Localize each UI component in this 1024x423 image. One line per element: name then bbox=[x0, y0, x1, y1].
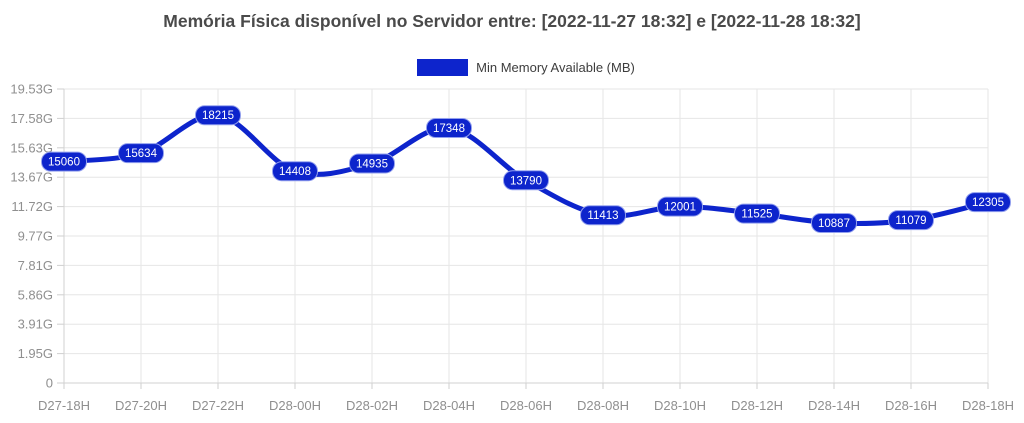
x-tick-label: D28-14H bbox=[808, 398, 860, 413]
point-label: 13790 bbox=[510, 175, 542, 187]
point-label-box bbox=[657, 196, 703, 217]
y-tick-label: 1.95G bbox=[18, 346, 53, 361]
point-label: 15060 bbox=[48, 157, 80, 169]
point-label-box bbox=[734, 203, 780, 224]
point-label: 14935 bbox=[356, 158, 388, 170]
point-label-box bbox=[118, 143, 164, 164]
y-tick-label: 13.67G bbox=[10, 170, 53, 185]
y-tick-label: 15.63G bbox=[10, 140, 53, 155]
point-label: 18215 bbox=[202, 110, 234, 122]
x-tick-label: D27-20H bbox=[115, 398, 167, 413]
point-label: 11413 bbox=[587, 210, 618, 222]
point-label-box bbox=[41, 151, 87, 172]
y-tick-label: 11.72G bbox=[11, 199, 53, 214]
legend-swatch bbox=[417, 59, 469, 76]
legend: Min Memory Available (MB) bbox=[64, 59, 988, 76]
legend-label: Min Memory Available (MB) bbox=[476, 60, 635, 75]
point-label: 17348 bbox=[433, 123, 465, 135]
point-label: 14408 bbox=[279, 166, 311, 178]
point-label-box bbox=[503, 170, 549, 191]
x-tick-label: D27-18H bbox=[38, 398, 90, 413]
x-tick-label: D28-16H bbox=[885, 398, 937, 413]
point-label: 11525 bbox=[741, 209, 772, 221]
y-tick-label: 5.86G bbox=[18, 287, 53, 302]
x-tick-label: D28-08H bbox=[577, 398, 629, 413]
point-label: 10887 bbox=[818, 218, 850, 230]
point-label: 15634 bbox=[125, 148, 158, 160]
y-tick-label: 17.58G bbox=[10, 111, 53, 126]
y-tick-label: 9.77G bbox=[18, 229, 53, 244]
point-label-box bbox=[272, 161, 318, 182]
x-tick-label: D28-06H bbox=[500, 398, 552, 413]
point-label-box bbox=[580, 205, 626, 226]
chart-title: Memória Física disponível no Servidor en… bbox=[163, 11, 861, 31]
point-label-box bbox=[888, 210, 934, 231]
point-label-box bbox=[426, 117, 472, 138]
point-label: 12001 bbox=[664, 202, 696, 214]
point-label-box bbox=[349, 153, 395, 174]
x-tick-label: D28-18H bbox=[962, 398, 1014, 413]
y-tick-label: 3.91G bbox=[18, 317, 53, 332]
x-tick-label: D28-12H bbox=[731, 398, 783, 413]
point-label-box bbox=[811, 212, 857, 233]
y-tick-label: 7.81G bbox=[18, 258, 53, 273]
x-tick-label: D28-02H bbox=[346, 398, 398, 413]
x-tick-label: D28-10H bbox=[654, 398, 706, 413]
point-label-box bbox=[965, 192, 1011, 213]
y-tick-label: 19.53G bbox=[10, 82, 53, 97]
x-tick-label: D28-04H bbox=[423, 398, 475, 413]
point-label: 11079 bbox=[895, 215, 926, 227]
point-label: 12305 bbox=[972, 197, 1004, 209]
x-tick-label: D28-00H bbox=[269, 398, 321, 413]
point-label-box bbox=[195, 105, 241, 126]
y-tick-label: 0 bbox=[46, 376, 53, 391]
x-tick-label: D27-22H bbox=[192, 398, 244, 413]
